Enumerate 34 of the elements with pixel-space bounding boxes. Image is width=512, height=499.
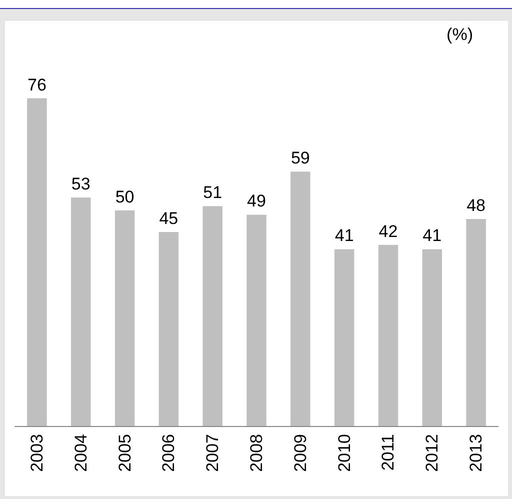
x-tick-label: 2011	[378, 434, 398, 471]
data-label: 45	[159, 208, 178, 228]
x-tick-label: 2013	[466, 434, 486, 472]
bar	[27, 98, 47, 426]
data-label: 49	[247, 192, 266, 211]
x-tick-label: 2006	[159, 434, 178, 472]
x-tick-label: 2008	[247, 434, 266, 472]
bar	[202, 206, 222, 426]
bar	[70, 197, 91, 426]
data-label: 41	[334, 226, 354, 246]
data-label: 59	[290, 148, 310, 168]
x-tick-label: 2007	[203, 434, 222, 472]
bar	[378, 244, 398, 426]
bar	[466, 219, 486, 426]
x-tick-label: 2005	[115, 434, 134, 472]
x-tick-label: 2003	[27, 434, 46, 472]
data-label: 51	[203, 183, 222, 202]
y-axis-title: (%)	[446, 25, 474, 44]
bar	[290, 172, 310, 426]
bar	[334, 249, 354, 426]
x-tick-label: 2004	[71, 434, 90, 472]
x-tick-label: 2009	[290, 434, 310, 472]
data-label: 76	[27, 75, 46, 94]
data-label: 50	[115, 187, 134, 206]
x-tick-label: 2012	[422, 434, 442, 472]
data-label: 53	[71, 174, 90, 194]
data-label: 48	[466, 196, 486, 215]
data-label: 42	[378, 222, 398, 241]
bar	[246, 214, 266, 426]
bar	[114, 210, 135, 426]
data-label: 41	[422, 226, 442, 246]
x-tick-label: 2010	[334, 434, 354, 472]
bar	[158, 232, 179, 426]
bar	[422, 249, 442, 426]
